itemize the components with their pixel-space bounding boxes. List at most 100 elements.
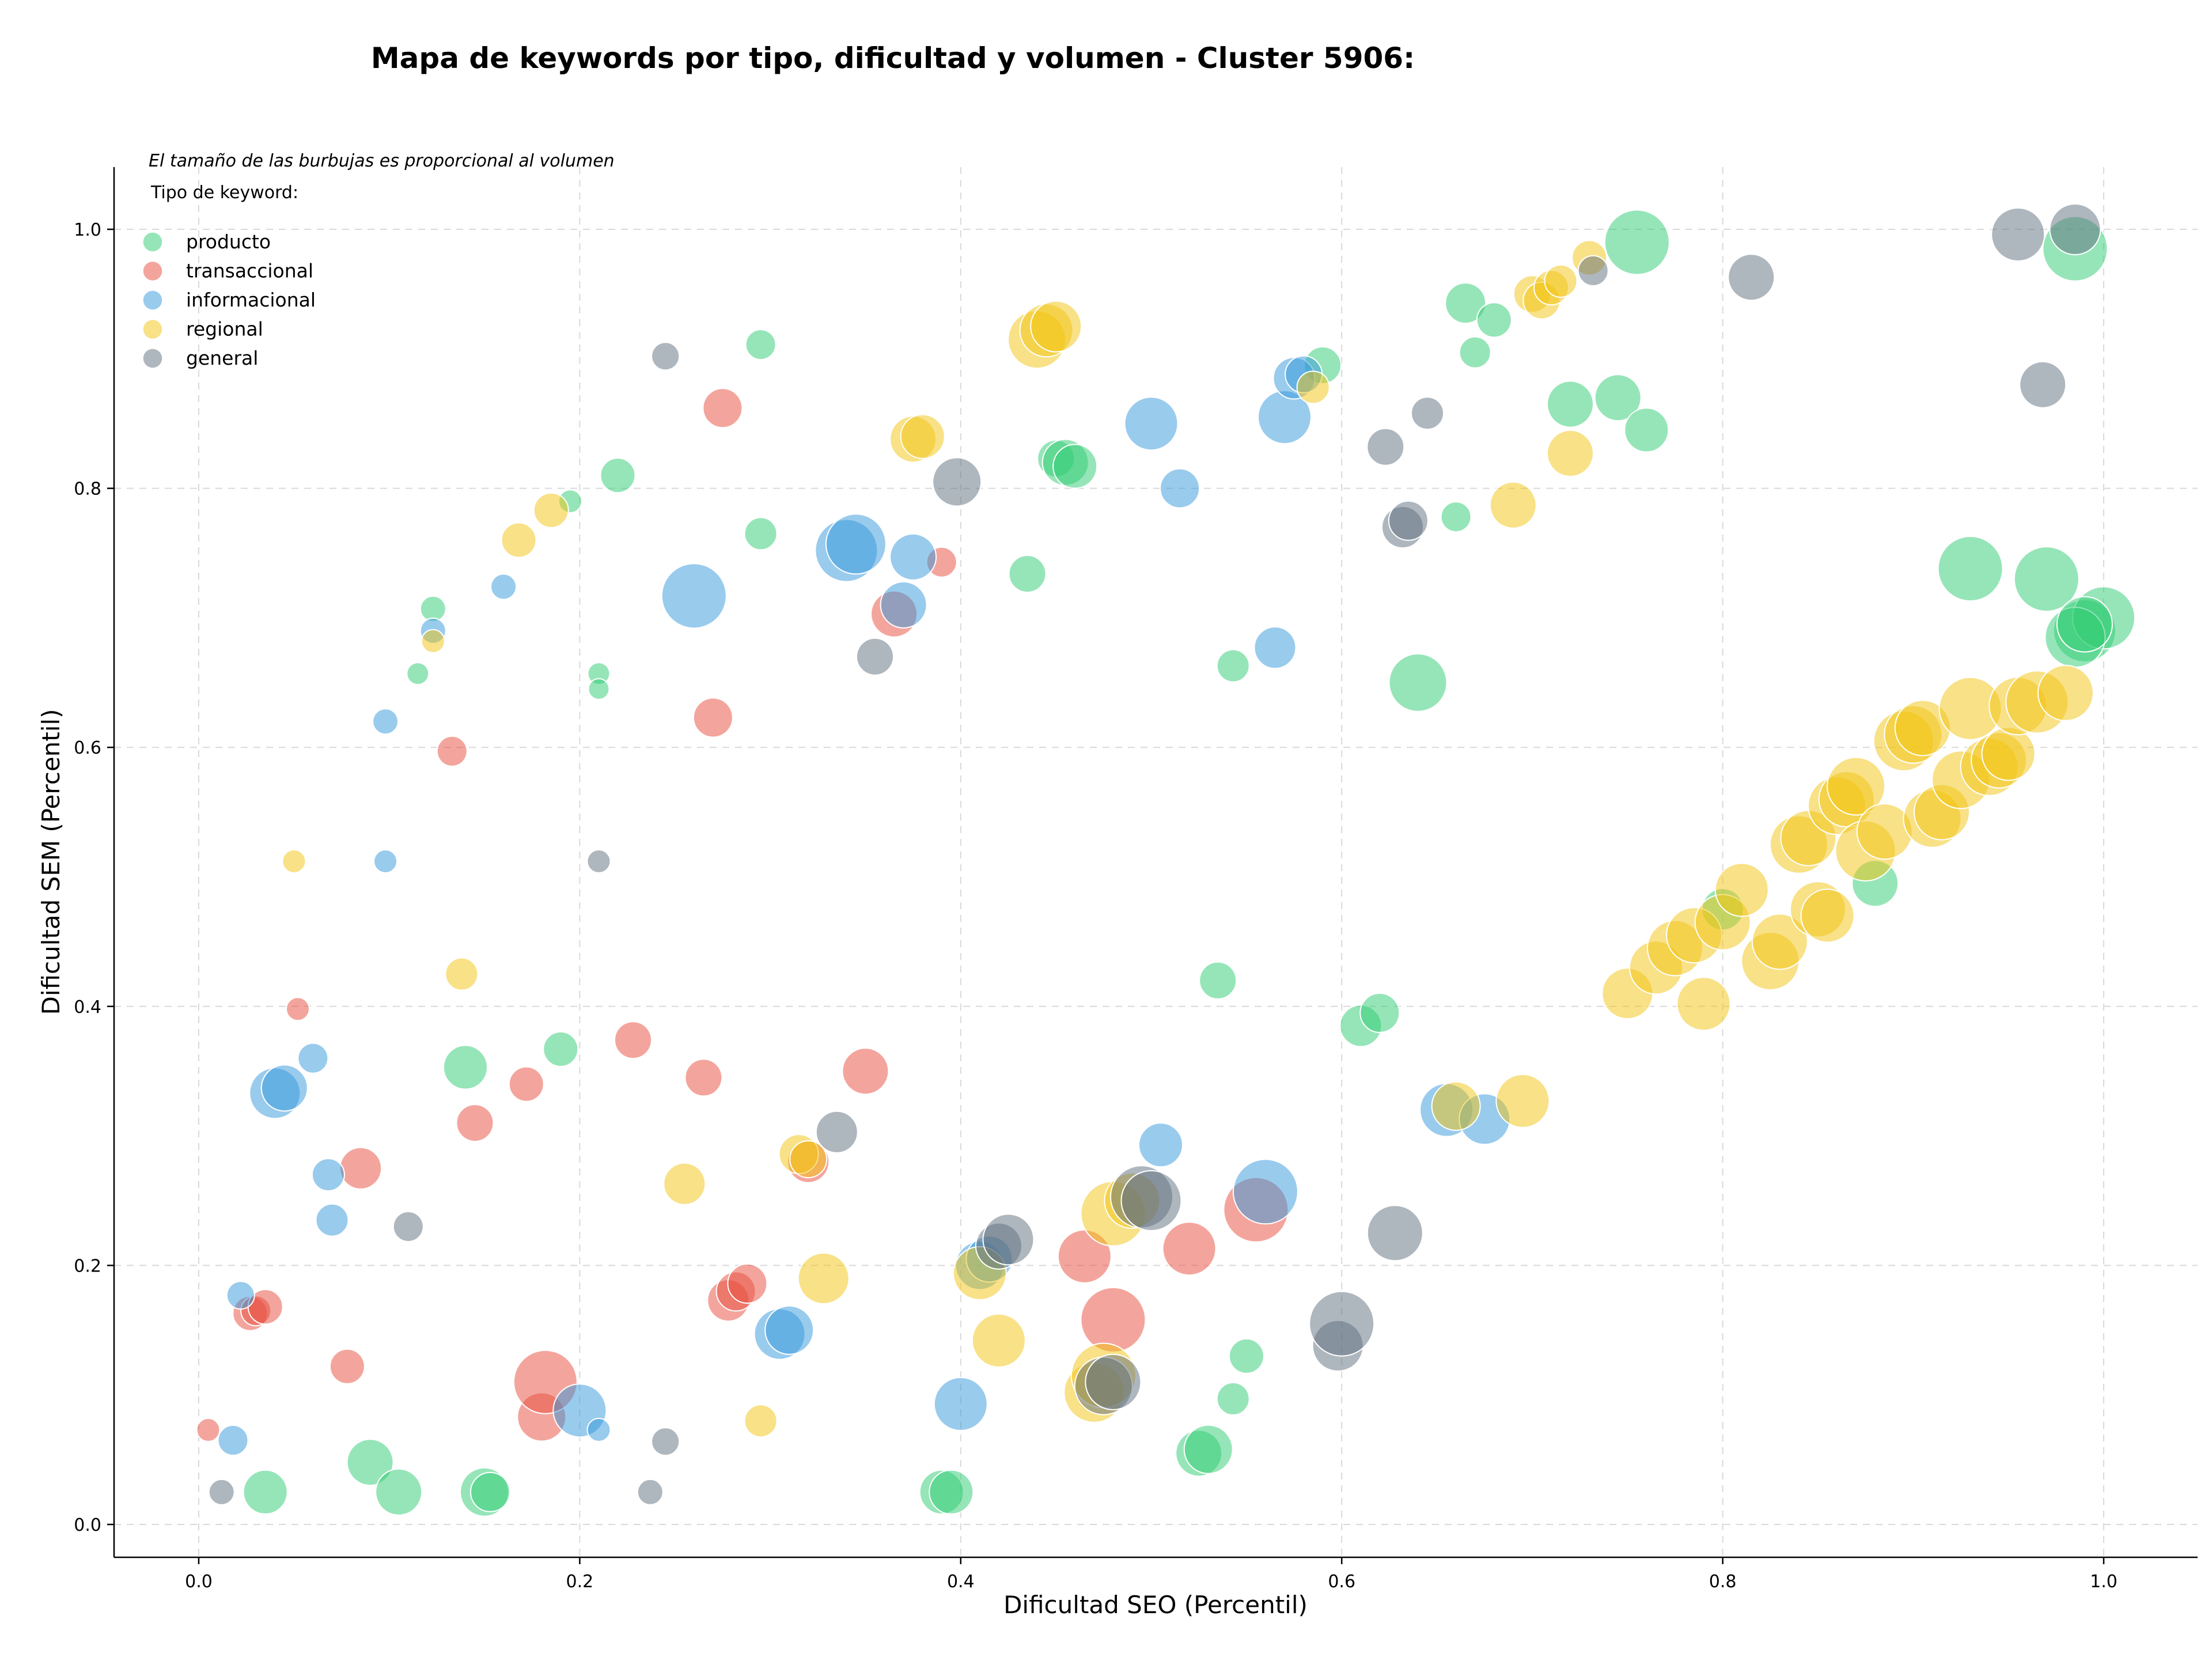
data-point-transaccional bbox=[1057, 1229, 1112, 1284]
legend-marker bbox=[142, 232, 163, 252]
data-point-general bbox=[637, 1478, 664, 1505]
data-point-informacional bbox=[260, 1064, 308, 1112]
data-point-regional bbox=[789, 1140, 828, 1179]
data-point-producto bbox=[2056, 596, 2113, 653]
chart-title: Mapa de keywords por tipo, dificultad y … bbox=[371, 41, 1415, 75]
data-point-informacional bbox=[586, 1417, 611, 1442]
data-point-producto bbox=[543, 1031, 579, 1067]
data-point-regional bbox=[1030, 300, 1082, 353]
data-point-producto bbox=[1594, 374, 1642, 422]
data-point-producto bbox=[600, 457, 636, 494]
data-point-general bbox=[2049, 203, 2101, 255]
legend-marker bbox=[142, 348, 163, 369]
legend-note: El tamaño de las burbujas es proporciona… bbox=[149, 151, 615, 171]
x-tick-label: 0.8 bbox=[1709, 1572, 1737, 1592]
y-ticks: 0.0 0.2 0.4 0.6 0.8 1.0 bbox=[74, 220, 114, 1535]
x-ticks: 0.0 0.2 0.4 0.6 0.8 1.0 bbox=[185, 1557, 2118, 1592]
data-point-producto bbox=[745, 329, 777, 361]
y-tick-label: 0.4 bbox=[74, 997, 101, 1017]
data-point-transaccional bbox=[286, 997, 310, 1021]
series-transaccional bbox=[196, 388, 1289, 1442]
data-point-transaccional bbox=[614, 1021, 652, 1060]
data-point-transaccional bbox=[684, 1058, 723, 1097]
data-point-general bbox=[1120, 1170, 1182, 1231]
data-point-regional bbox=[533, 492, 569, 528]
data-point-informacional bbox=[933, 1376, 988, 1431]
data-point-general bbox=[856, 637, 894, 676]
data-point-general bbox=[651, 342, 680, 371]
data-point-producto bbox=[1216, 649, 1250, 683]
data-point-informacional bbox=[372, 708, 399, 735]
data-point-producto bbox=[346, 1439, 394, 1486]
data-point-producto bbox=[1445, 282, 1487, 324]
data-point-producto bbox=[1388, 653, 1448, 712]
data-point-informacional bbox=[1232, 1159, 1298, 1225]
data-point-producto bbox=[1624, 407, 1669, 453]
data-point-regional bbox=[282, 849, 306, 873]
data-point-producto bbox=[1459, 336, 1491, 369]
legend-marker bbox=[142, 319, 163, 340]
legend-item-general: general bbox=[142, 347, 258, 369]
data-point-transaccional bbox=[329, 1348, 365, 1384]
data-point-regional bbox=[445, 957, 479, 991]
y-axis-label: Dificultad SEM (Percentil) bbox=[37, 709, 65, 1015]
data-point-general bbox=[586, 849, 611, 873]
data-point-producto bbox=[744, 517, 778, 551]
data-point-regional bbox=[1495, 1073, 1550, 1128]
data-points bbox=[196, 203, 2135, 1517]
data-point-general bbox=[392, 1211, 424, 1242]
data-point-producto bbox=[1052, 444, 1098, 489]
data-point-transaccional bbox=[339, 1147, 382, 1190]
data-point-informacional bbox=[661, 563, 727, 629]
data-point-producto bbox=[243, 1469, 288, 1515]
data-point-regional bbox=[421, 629, 445, 653]
legend-label: general bbox=[186, 347, 258, 369]
x-tick-label: 0.4 bbox=[947, 1572, 975, 1592]
data-point-informacional bbox=[226, 1281, 255, 1310]
data-point-transaccional bbox=[727, 1263, 768, 1304]
data-point-general bbox=[932, 457, 982, 507]
data-point-general bbox=[1366, 1205, 1423, 1262]
data-point-regional bbox=[797, 1252, 850, 1304]
legend-title: Tipo de keyword: bbox=[150, 183, 298, 203]
data-point-general bbox=[1309, 1291, 1375, 1357]
data-point-regional bbox=[1751, 913, 1808, 970]
data-point-informacional bbox=[1124, 396, 1179, 451]
data-point-informacional bbox=[764, 1305, 815, 1355]
series-producto bbox=[243, 209, 2135, 1517]
data-point-informacional bbox=[311, 1158, 345, 1191]
x-tick-label: 0.0 bbox=[185, 1572, 213, 1592]
data-point-producto bbox=[1604, 209, 1670, 275]
data-point-regional bbox=[501, 522, 537, 558]
data-point-transaccional bbox=[1162, 1221, 1217, 1276]
legend-label: informacional bbox=[186, 289, 316, 311]
legend-marker bbox=[142, 260, 163, 282]
data-point-producto bbox=[1359, 993, 1400, 1033]
legend-item-producto: producto bbox=[142, 230, 271, 253]
data-point-informacional bbox=[490, 573, 517, 600]
data-point-general bbox=[1728, 253, 1775, 301]
data-point-regional bbox=[1800, 888, 1855, 943]
data-point-general bbox=[651, 1427, 680, 1456]
data-point-producto bbox=[1199, 961, 1237, 1000]
legend-items: producto transaccional informacional region… bbox=[142, 230, 316, 369]
axes bbox=[113, 167, 2198, 1558]
x-tick-label: 0.6 bbox=[1328, 1572, 1355, 1592]
data-point-informacional bbox=[1253, 626, 1297, 669]
data-point-general bbox=[1991, 207, 2046, 262]
data-point-general bbox=[1085, 1353, 1142, 1410]
y-tick-label: 0.6 bbox=[74, 738, 101, 758]
data-point-producto bbox=[1476, 302, 1512, 338]
legend-item-transaccional: transaccional bbox=[142, 260, 313, 282]
grid bbox=[114, 167, 2198, 1557]
data-point-general bbox=[1411, 396, 1444, 430]
data-point-general bbox=[1388, 500, 1429, 541]
series-general bbox=[208, 203, 2101, 1505]
legend: El tamaño de las burbujas es proporciona… bbox=[142, 151, 615, 369]
data-point-informacional bbox=[217, 1424, 249, 1456]
data-point-producto bbox=[375, 1468, 423, 1516]
data-point-transaccional bbox=[508, 1066, 544, 1102]
data-point-transaccional bbox=[1080, 1287, 1146, 1353]
data-point-general bbox=[2019, 361, 2067, 408]
